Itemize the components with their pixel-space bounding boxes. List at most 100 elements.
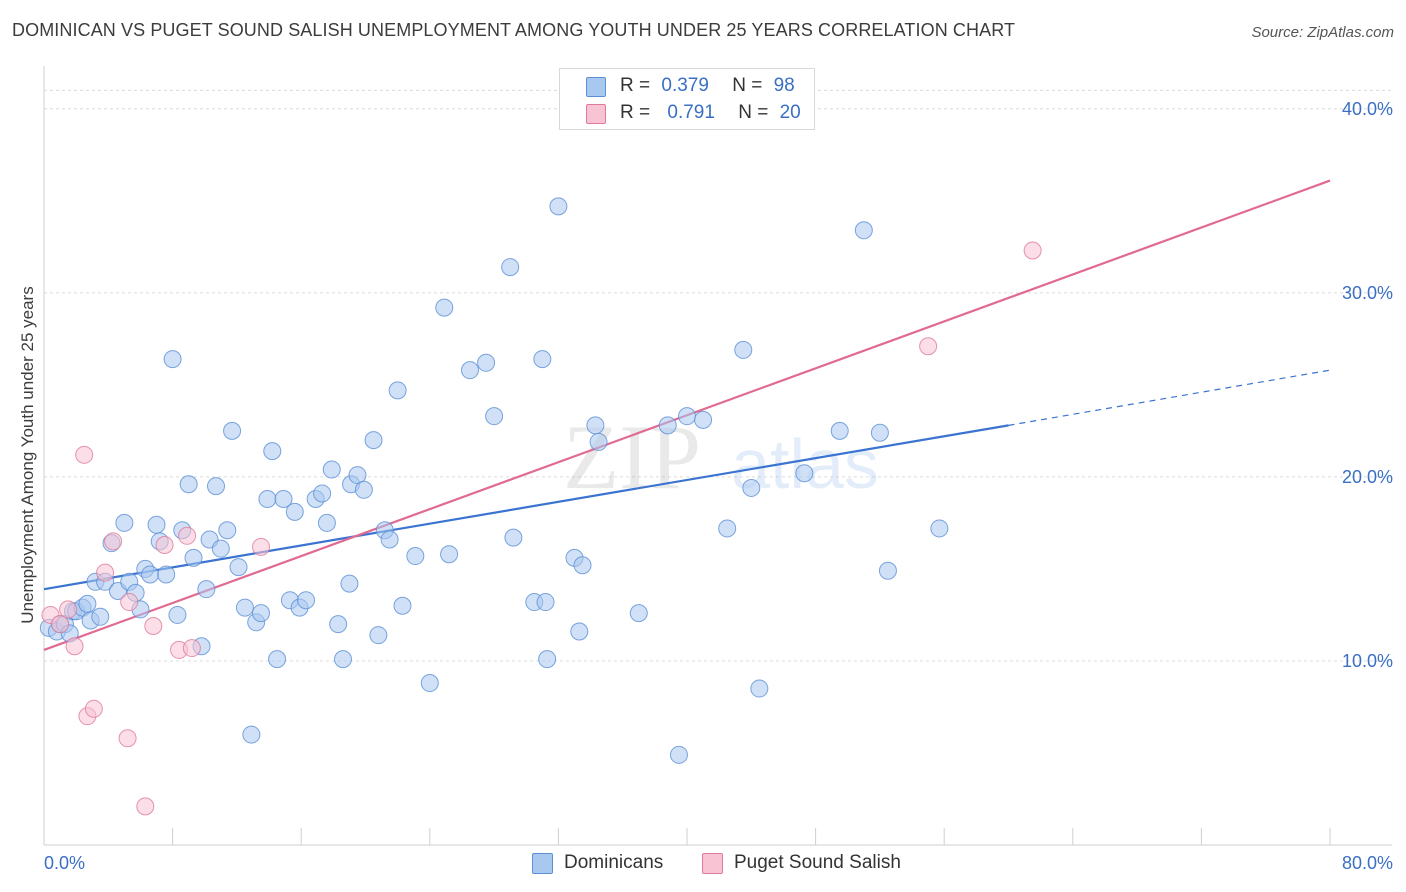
trend-line-extension xyxy=(1008,369,1331,426)
series-dominicans xyxy=(39,197,949,764)
legend-n-label: N = xyxy=(738,102,769,123)
legend-r-label: R = xyxy=(620,75,651,96)
data-point xyxy=(460,361,479,380)
data-point xyxy=(317,513,336,532)
series-puget-sound-salish xyxy=(41,241,1042,816)
legend-swatch-dominicans xyxy=(532,853,553,874)
y-tick-label: 40.0% xyxy=(1342,99,1393,119)
data-point xyxy=(930,519,949,538)
data-point xyxy=(297,591,316,610)
source-label: Source: ZipAtlas.com xyxy=(1251,24,1394,41)
y-tick-label: 10.0% xyxy=(1342,651,1393,671)
data-point xyxy=(538,650,557,669)
data-point xyxy=(329,615,348,634)
data-point xyxy=(586,416,605,435)
data-point xyxy=(734,340,753,359)
data-point xyxy=(155,536,174,555)
data-point xyxy=(364,431,383,450)
data-point xyxy=(252,537,271,556)
data-point xyxy=(144,616,163,635)
data-point xyxy=(854,221,873,240)
data-point xyxy=(795,464,814,483)
watermark-zip: ZIP xyxy=(563,406,701,508)
data-point xyxy=(313,484,332,503)
data-point xyxy=(354,480,373,499)
data-point xyxy=(211,539,230,558)
legend-swatch-puget-sound-salish xyxy=(702,853,723,874)
data-point xyxy=(242,725,261,744)
data-point xyxy=(504,528,523,547)
data-point xyxy=(223,421,242,440)
data-point xyxy=(120,593,139,612)
data-point xyxy=(147,515,166,534)
legend-n-value: 20 xyxy=(779,102,801,123)
data-point xyxy=(51,615,70,634)
correlation-legend: R = 0.379 N = 98 R = 0.791 N = 20 xyxy=(559,68,815,130)
legend-r-value: 0.791 xyxy=(667,102,715,123)
x-tick-label: 80.0% xyxy=(1342,853,1393,873)
data-point xyxy=(333,650,352,669)
legend-n-label: N = xyxy=(732,75,763,96)
x-tick-label: 0.0% xyxy=(44,853,85,873)
data-point xyxy=(536,593,555,612)
data-point xyxy=(184,548,203,567)
data-point xyxy=(533,350,552,369)
data-point xyxy=(207,477,226,496)
data-point xyxy=(84,699,103,718)
data-point xyxy=(750,679,769,698)
data-point xyxy=(440,545,459,564)
data-point xyxy=(65,637,84,656)
data-point xyxy=(501,258,520,277)
data-point xyxy=(406,547,425,566)
data-point xyxy=(179,475,198,494)
data-point xyxy=(104,532,123,551)
data-point xyxy=(258,489,277,508)
data-point xyxy=(78,594,97,613)
data-point xyxy=(380,530,399,549)
y-axis-label: Unemployment Among Youth under 25 years xyxy=(18,286,37,624)
series-legend: Dominicans Puget Sound Salish xyxy=(0,852,1406,878)
watermark: ZIP atlas xyxy=(563,406,879,508)
data-point xyxy=(235,598,254,617)
data-point xyxy=(420,674,439,693)
y-tick-label: 30.0% xyxy=(1342,283,1393,303)
y-tick-label: 20.0% xyxy=(1342,467,1393,487)
data-point xyxy=(136,797,155,816)
data-point xyxy=(115,513,134,532)
data-point xyxy=(878,561,897,580)
data-point xyxy=(870,423,889,442)
data-point xyxy=(252,604,271,623)
data-point xyxy=(388,381,407,400)
data-point xyxy=(59,600,78,619)
data-point xyxy=(477,353,496,372)
axes xyxy=(43,66,1392,846)
data-point xyxy=(589,432,608,451)
data-point xyxy=(678,407,696,426)
data-point xyxy=(919,337,938,356)
data-point xyxy=(157,565,176,584)
data-point xyxy=(168,605,187,624)
data-point xyxy=(549,197,568,216)
data-point xyxy=(322,460,341,479)
data-point xyxy=(75,445,94,464)
data-point xyxy=(263,442,282,461)
data-point xyxy=(570,622,589,641)
data-point xyxy=(669,745,688,764)
legend-swatch-dominicans xyxy=(586,77,606,97)
data-point xyxy=(393,596,412,615)
scatter-points xyxy=(39,197,1042,816)
legend-r-value: 0.379 xyxy=(661,75,709,96)
data-point xyxy=(340,574,359,593)
data-point xyxy=(629,604,648,623)
data-point xyxy=(118,729,137,748)
data-point xyxy=(1023,241,1042,260)
legend-label-puget-sound-salish: Puget Sound Salish xyxy=(734,852,901,873)
data-point xyxy=(197,580,216,599)
data-point xyxy=(485,407,504,426)
data-point xyxy=(91,607,110,626)
legend-swatch-puget-sound-salish xyxy=(586,104,606,124)
data-point xyxy=(96,563,115,582)
data-point xyxy=(229,558,248,577)
data-point xyxy=(742,478,761,497)
